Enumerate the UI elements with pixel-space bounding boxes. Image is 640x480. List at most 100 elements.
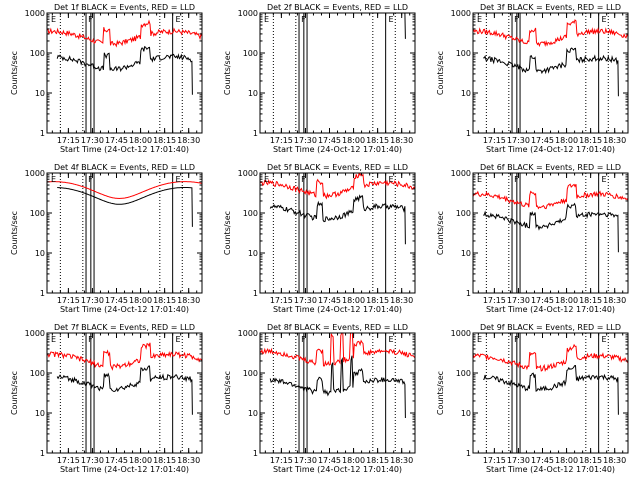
x-tick-label: 17:30 [507,456,530,465]
interval-marker-label: E [601,335,606,344]
chart-panel-2: Det 2f BLACK = Events, RED = LLD Counts/s… [223,3,416,154]
x-tick-label: 18:00 [342,456,365,465]
events-series-line [56,365,193,415]
x-axis-label: Start Time (24-Oct-12 17:01:40) [273,305,402,314]
y-tick-label: 1000 [25,169,45,178]
x-tick-label: 17:45 [531,136,554,145]
x-tick-label: 18:15 [579,456,602,465]
x-axis-label: Start Time (24-Oct-12 17:01:40) [273,465,402,474]
chart-title: Det 7f BLACK = Events, RED = LLD [54,323,195,332]
y-tick-label: 10 [461,89,471,98]
chart-title: Det 5f BLACK = Events, RED = LLD [267,163,408,172]
x-axis-label: Start Time (24-Oct-12 17:01:40) [486,465,615,474]
interval-marker-label: E [175,175,180,184]
x-tick-label: 18:30 [390,296,413,305]
x-tick-label: 17:45 [318,136,341,145]
interval-marker-label: E [51,15,56,24]
plot-frame [472,172,629,294]
interval-marker-label: E [388,175,393,184]
interval-marker-label: E [175,335,180,344]
x-tick-label: 18:15 [153,296,176,305]
y-tick-label: 1 [466,449,471,458]
interval-marker-label: F [88,335,93,344]
x-tick-label: 17:45 [531,456,554,465]
lld-series-line [473,19,628,48]
chart-panel-8: Det 8f BLACK = Events, RED = LLD Counts/s… [223,323,416,474]
lld-series-line [47,181,202,200]
lld-series-line [260,333,415,367]
chart-title: Det 1f BLACK = Events, RED = LLD [54,3,195,12]
x-tick-label: 18:30 [177,296,200,305]
chart-title: Det 2f BLACK = Events, RED = LLD [267,3,408,12]
y-axis-label: Counts/sec [436,51,445,95]
y-axis-label: Counts/sec [10,211,19,255]
x-tick-label: 17:45 [318,456,341,465]
y-tick-label: 1 [40,289,45,298]
events-series-line [56,45,193,95]
interval-marker-label: F [514,175,519,184]
y-tick-label: 1000 [451,9,471,18]
x-tick-label: 18:30 [603,456,626,465]
y-axis-label: Counts/sec [223,211,232,255]
interval-marker-label: F [301,15,306,24]
x-axis-label: Start Time (24-Oct-12 17:01:40) [60,145,189,154]
x-tick-label: 18:00 [129,296,152,305]
y-tick-label: 10 [461,249,471,258]
x-axis-label: Start Time (24-Oct-12 17:01:40) [60,305,189,314]
x-tick-label: 17:30 [294,136,317,145]
y-tick-label: 100 [243,369,258,378]
y-tick-label: 1000 [451,329,471,338]
x-axis-label: Start Time (24-Oct-12 17:01:40) [486,305,615,314]
x-tick-label: 17:15 [270,136,293,145]
interval-marker-label: E [477,335,482,344]
lld-series-line [473,183,628,210]
x-tick-label: 17:15 [483,296,506,305]
x-tick-label: 18:00 [555,456,578,465]
y-tick-label: 10 [248,89,258,98]
y-axis-label: Counts/sec [223,371,232,415]
x-tick-label: 18:30 [177,456,200,465]
x-axis-label: Start Time (24-Oct-12 17:01:40) [60,465,189,474]
interval-marker-label: F [88,175,93,184]
chart-panel-6: Det 6f BLACK = Events, RED = LLD Counts/s… [436,163,629,314]
x-tick-label: 17:30 [294,296,317,305]
x-tick-label: 17:45 [318,296,341,305]
chart-panel-1: Det 1f BLACK = Events, RED = LLD Counts/s… [10,3,203,154]
x-tick-label: 17:30 [81,296,104,305]
chart-title: Det 8f BLACK = Events, RED = LLD [267,323,408,332]
x-axis-label: Start Time (24-Oct-12 17:01:40) [486,145,615,154]
chart-panel-9: Det 9f BLACK = Events, RED = LLD Counts/s… [436,323,629,474]
y-axis-label: Counts/sec [10,371,19,415]
y-tick-label: 1 [40,129,45,138]
y-tick-label: 1000 [25,329,45,338]
chart-title: Det 3f BLACK = Events, RED = LLD [480,3,621,12]
interval-marker-label: E [477,175,482,184]
x-tick-label: 17:15 [270,456,293,465]
chart-title: Det 9f BLACK = Events, RED = LLD [480,323,621,332]
x-tick-label: 17:15 [57,136,80,145]
interval-marker-label: E [264,335,269,344]
y-tick-label: 100 [456,49,471,58]
y-tick-label: 10 [35,249,45,258]
lld-series-line [47,19,202,48]
x-tick-label: 18:15 [366,456,389,465]
interval-marker-label: E [388,15,393,24]
chart-panel-5: Det 5f BLACK = Events, RED = LLD Counts/s… [223,163,416,314]
events-series-line [483,365,619,415]
x-tick-label: 18:15 [153,456,176,465]
y-axis-label: Counts/sec [436,211,445,255]
x-tick-label: 18:15 [366,136,389,145]
interval-marker-label: E [601,15,606,24]
interval-marker-label: F [301,335,306,344]
y-tick-label: 10 [35,89,45,98]
y-tick-label: 1000 [25,9,45,18]
chart-panel-4: Det 4f BLACK = Events, RED = LLD Counts/s… [10,163,203,314]
chart-title: Det 6f BLACK = Events, RED = LLD [480,163,621,172]
y-tick-label: 100 [456,369,471,378]
interval-marker-label: E [388,335,393,344]
x-tick-label: 18:30 [390,456,413,465]
x-axis-label: Start Time (24-Oct-12 17:01:40) [273,145,402,154]
y-tick-label: 100 [30,49,45,58]
x-tick-label: 17:45 [105,456,128,465]
